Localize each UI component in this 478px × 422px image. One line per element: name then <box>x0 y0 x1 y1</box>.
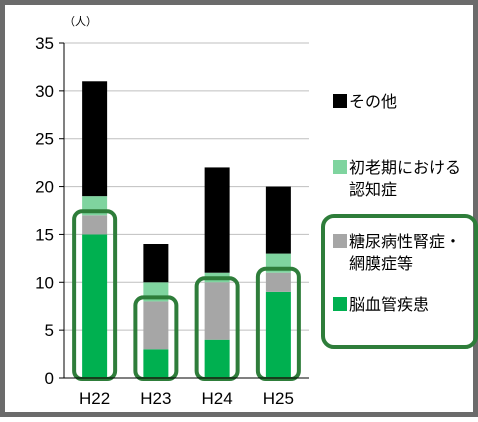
x-tick-labels: H22 H23 H24 H25 <box>79 389 294 408</box>
legend-swatch <box>333 94 347 108</box>
y-tick-label: 30 <box>35 82 54 101</box>
x-tick-label: H23 <box>140 389 171 408</box>
bar-segment <box>82 215 108 235</box>
bar-highlight-box <box>72 209 118 381</box>
legend-label: 網膜症等 <box>349 254 413 273</box>
legend-highlight-box <box>321 214 478 349</box>
bars <box>82 81 291 378</box>
legend-swatch <box>333 160 347 174</box>
y-tick-labels: 0 5 10 15 20 25 30 35 <box>35 34 54 388</box>
y-tick-label: 10 <box>35 273 54 292</box>
bar-segment <box>204 167 230 273</box>
legend-swatch <box>333 297 347 311</box>
y-unit-label: （人） <box>64 15 97 28</box>
legend-label: 認知症 <box>349 180 397 199</box>
y-tick-label: 0 <box>45 369 54 388</box>
bar-highlight-box <box>255 266 301 382</box>
legend-label: 初老期における <box>349 158 461 177</box>
bar-segment <box>143 349 169 378</box>
axes <box>59 42 309 379</box>
y-tick-label: 35 <box>35 34 54 53</box>
x-tick-label: H25 <box>263 389 294 408</box>
y-tick-label: 5 <box>45 321 54 340</box>
y-tick-label: 15 <box>35 225 54 244</box>
bar-segment <box>143 301 169 350</box>
stacked-bar-chart: 0 5 10 15 20 25 30 35 H22 H23 H24 H25 （人） その他初老期にお… <box>35 15 478 408</box>
bar-segment <box>204 282 230 340</box>
bar-segment <box>204 339 230 378</box>
y-tick-label: 20 <box>35 178 54 197</box>
bar-segment <box>143 244 169 283</box>
x-tick-label: H22 <box>79 389 110 408</box>
legend-swatch <box>333 234 347 248</box>
bar-highlight-box <box>133 295 179 381</box>
legend-label: その他 <box>349 92 397 111</box>
bar-segment <box>265 272 291 292</box>
bar-segment <box>265 186 291 254</box>
bar-segment <box>82 81 108 197</box>
bar-highlight-box <box>194 276 240 381</box>
highlight-boxes <box>72 209 301 382</box>
bar-segment <box>265 291 291 378</box>
y-tick-label: 25 <box>35 130 54 149</box>
bar-segment <box>82 234 108 378</box>
x-tick-label: H24 <box>202 389 233 408</box>
legend-label: 脳血管疾患 <box>349 295 429 314</box>
legend-label: 糖尿病性腎症・ <box>349 232 461 251</box>
